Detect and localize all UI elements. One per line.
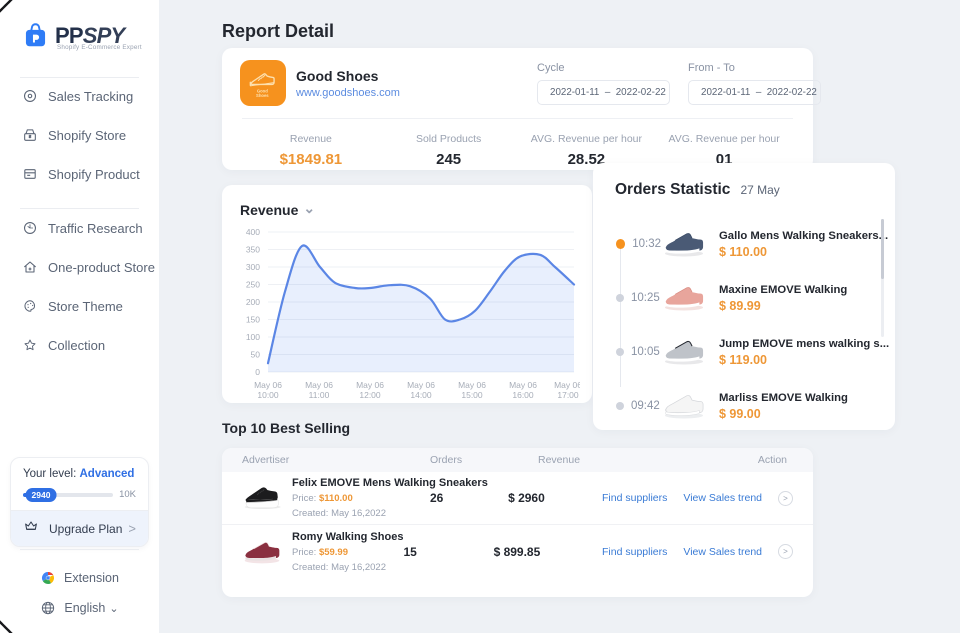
svg-text:250: 250 — [246, 280, 260, 290]
svg-text:May 06: May 06 — [407, 380, 435, 390]
svg-text:May 06: May 06 — [554, 380, 580, 390]
svg-text:300: 300 — [246, 262, 260, 272]
svg-text:16:00: 16:00 — [512, 390, 534, 400]
svg-text:May 06: May 06 — [458, 380, 486, 390]
svg-text:11:00: 11:00 — [309, 390, 330, 400]
svg-text:May 06: May 06 — [254, 380, 282, 390]
svg-text:12:00: 12:00 — [359, 390, 381, 400]
svg-text:Shoes: Shoes — [256, 93, 269, 98]
svg-text:May 06: May 06 — [509, 380, 537, 390]
svg-text:15:00: 15:00 — [461, 390, 483, 400]
svg-text:350: 350 — [246, 245, 260, 255]
svg-text:17:00: 17:00 — [557, 390, 579, 400]
svg-text:200: 200 — [246, 297, 260, 307]
svg-text:400: 400 — [246, 227, 260, 237]
svg-text:50: 50 — [251, 350, 261, 360]
svg-text:0: 0 — [255, 367, 260, 377]
svg-text:10:00: 10:00 — [257, 390, 279, 400]
svg-text:150: 150 — [246, 315, 260, 325]
svg-text:14:00: 14:00 — [410, 390, 432, 400]
svg-text:100: 100 — [246, 332, 260, 342]
svg-text:May 06: May 06 — [356, 380, 384, 390]
svg-text:May 06: May 06 — [305, 380, 333, 390]
